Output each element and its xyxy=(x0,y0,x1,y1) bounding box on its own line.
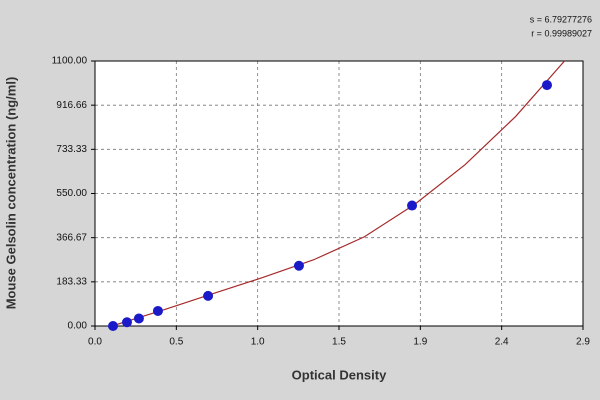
x-tick-label: 1.0 xyxy=(251,337,265,348)
y-tick-label: 366.67 xyxy=(56,232,87,243)
annotation: r = 0.99989027 xyxy=(531,28,592,38)
y-tick-label: 1100.00 xyxy=(52,56,88,67)
data-point xyxy=(121,317,132,328)
y-axis-label: Mouse Gelsolin concentration (ng/ml) xyxy=(3,77,18,310)
data-point xyxy=(152,305,163,316)
y-tick-label: 733.33 xyxy=(56,144,87,155)
x-axis-label: Optical Density xyxy=(292,367,387,382)
data-point xyxy=(203,290,214,301)
x-tick-label: 2.4 xyxy=(495,337,509,348)
fit-curve xyxy=(111,60,565,327)
x-tick-label: 1.9 xyxy=(413,337,427,348)
data-point xyxy=(133,313,144,324)
x-tick-label: 1.5 xyxy=(332,337,346,348)
data-point xyxy=(541,80,552,91)
data-point xyxy=(407,200,418,211)
x-tick-label: 0.5 xyxy=(169,337,183,348)
y-tick-label: 0.00 xyxy=(68,321,88,332)
x-tick-label: 2.9 xyxy=(576,337,590,348)
data-point xyxy=(293,260,304,271)
y-tick-label: 183.33 xyxy=(56,276,87,287)
plot-border xyxy=(94,60,584,327)
y-tick-label: 550.00 xyxy=(56,188,87,199)
data-point xyxy=(108,321,119,331)
x-tick-label: 0.0 xyxy=(88,337,102,348)
annotation: s = 6.79277276 xyxy=(530,14,592,24)
y-tick-label: 916.66 xyxy=(56,100,87,111)
